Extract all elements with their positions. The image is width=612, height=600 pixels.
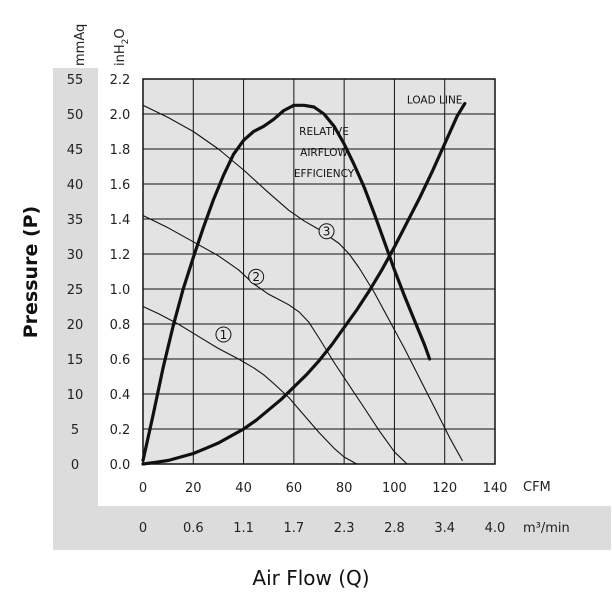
x-tick-cfm: 80 [336, 481, 353, 496]
x-unit-m3min: m³/min [523, 521, 570, 536]
y-tick-mmAq: 5 [71, 423, 79, 438]
series-marker-2 [248, 268, 265, 285]
y-tick-mmAq: 0 [71, 458, 79, 473]
annotation-load-line: LOAD LINE [407, 95, 463, 107]
y-tick-inH2O: 1.2 [110, 248, 131, 263]
y-axis-title-text: Pressure (P) [20, 206, 42, 339]
series-lines [141, 101, 467, 466]
series-line-2 [142, 214, 408, 465]
unit-sub-text: 2 [121, 39, 131, 45]
x-tick-cfm: 100 [382, 481, 407, 496]
y-tick-inH2O: 2.2 [110, 73, 131, 88]
plot-border [142, 78, 496, 465]
y-tick-mmAq: 50 [67, 108, 84, 123]
x-tick-cfm: 40 [235, 481, 252, 496]
y-axis-band [53, 68, 98, 506]
tick-labels: 0 0.05 0.210 0.415 0.620 0.825 1.030 1.235 1.440… [67, 73, 508, 536]
annotation-airflow: AIRFLOW [300, 147, 348, 159]
y-tick-inH2O: 1.0 [110, 283, 131, 298]
series-line-3 [142, 104, 463, 462]
series-line-load-line [141, 101, 467, 466]
y-tick-mmAq: 55 [67, 73, 84, 88]
y-axis-title: Pressure (P) [20, 206, 42, 339]
y-tick-inH2O: 0.0 [110, 458, 131, 473]
unit-mmAq: mmAq [73, 24, 88, 66]
x-axis-band [53, 506, 611, 550]
y-tick-mmAq: 45 [67, 143, 84, 158]
annotation-efficiency: EFFICIENCY [294, 168, 355, 180]
y-tick-inH2O: 0.2 [110, 423, 131, 438]
y-tick-mmAq: 40 [67, 178, 84, 193]
y-tick-inH2O: 2.0 [110, 108, 131, 123]
x-tick-cfm: 60 [286, 481, 303, 496]
x-tick-m3min: 3.4 [434, 521, 455, 536]
y-tick-mmAq: 35 [67, 213, 84, 228]
x-tick-m3min: 2.3 [334, 521, 355, 536]
y-tick-inH2O: 0.4 [110, 388, 131, 403]
x-tick-cfm: 140 [483, 481, 508, 496]
y-tick-mmAq: 25 [67, 283, 84, 298]
y-tick-inH2O: 0.6 [110, 353, 131, 368]
x-tick-cfm: 120 [432, 481, 457, 496]
series-marker-1 [215, 326, 232, 343]
y-tick-mmAq: 10 [67, 388, 84, 403]
y-tick-inH2O: 1.6 [110, 178, 131, 193]
x-tick-m3min: 4.0 [485, 521, 506, 536]
y-tick-inH2O: 1.8 [110, 143, 131, 158]
annotation-relative: RELATIVE [299, 126, 349, 138]
plot-area [143, 79, 495, 464]
x-tick-m3min: 1.7 [284, 521, 305, 536]
series-line-1 [142, 305, 358, 465]
x-tick-cfm: 20 [185, 481, 202, 496]
x-tick-m3min: 2.8 [384, 521, 405, 536]
unit-o-text: O [113, 28, 128, 38]
annotations: 1 2 3 RELATIVE AIRFLOW EFFICIENCY LOAD LINE [215, 95, 463, 343]
x-tick-m3min: 0.6 [183, 521, 204, 536]
x-tick-cfm: 0 [139, 481, 147, 496]
x-unit-cfm: CFM [523, 480, 551, 495]
x-tick-m3min: 1.1 [233, 521, 254, 536]
y-tick-mmAq: 15 [67, 353, 84, 368]
series-label-3: 3 [323, 225, 331, 239]
unit-mmAq-text: mmAq [73, 24, 88, 66]
y-tick-mmAq: 20 [67, 318, 84, 333]
unit-inH2O: inH2O [113, 28, 131, 66]
y-tick-mmAq: 30 [67, 248, 84, 263]
series-line-relative-airflow-efficiency [141, 103, 432, 463]
svg-text:inH2O: inH2O [113, 28, 131, 66]
series-marker-3 [318, 223, 335, 240]
unit-inh-text: inH [113, 44, 128, 66]
y-tick-inH2O: 1.4 [110, 213, 131, 228]
y-tick-inH2O: 0.8 [110, 318, 131, 333]
x-tick-m3min: 0 [139, 521, 147, 536]
series-label-2: 2 [252, 270, 260, 284]
x-axis-title: Air Flow (Q) [252, 566, 369, 590]
series-label-1: 1 [220, 328, 228, 342]
